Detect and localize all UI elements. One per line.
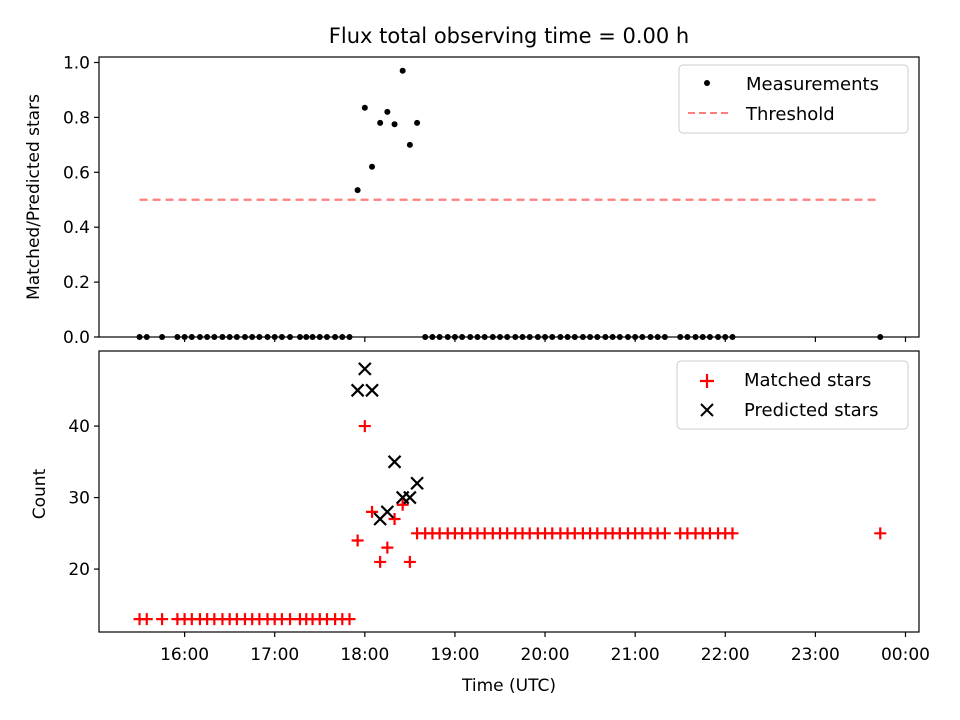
y-tick-label: 0.6 xyxy=(63,163,90,183)
y-tick-label: 40 xyxy=(68,417,90,437)
matched-star-point xyxy=(381,541,394,554)
x-tick-label: 21:00 xyxy=(611,645,660,665)
matched-star-point xyxy=(351,534,364,547)
predicted-star-point xyxy=(410,476,424,491)
predicted-star-point xyxy=(365,383,379,398)
matched-star-point xyxy=(140,613,153,626)
chart-title: Flux total observing time = 0.00 h xyxy=(329,24,689,48)
x-tick-label: 22:00 xyxy=(701,645,750,665)
x-tick-label: 00:00 xyxy=(881,645,930,665)
matched-star-point xyxy=(343,613,356,626)
matched-star-point xyxy=(726,527,739,540)
predicted-legend-label: Predicted stars xyxy=(744,400,878,421)
x-tick-label: 18:00 xyxy=(340,645,389,665)
matched-star-point xyxy=(874,527,887,540)
matched-star-point xyxy=(366,505,379,518)
matched-legend-label: Matched stars xyxy=(744,370,871,391)
measurements-legend-label: Measurements xyxy=(746,74,879,95)
threshold-legend-label: Threshold xyxy=(745,104,835,125)
count-y-axis-label: Count xyxy=(30,468,50,519)
y-tick-label: 0.4 xyxy=(63,218,90,238)
y-tick-label: 0.2 xyxy=(63,273,90,293)
matched-star-point xyxy=(388,513,401,526)
measurement-point xyxy=(406,141,413,148)
x-tick-label: 20:00 xyxy=(521,645,570,665)
measurement-point xyxy=(391,121,398,128)
x-tick-label: 23:00 xyxy=(791,645,840,665)
count-legend-box xyxy=(676,360,909,430)
predicted-star-point xyxy=(380,505,395,519)
count-axes-frame xyxy=(98,350,920,633)
count-panel: Count Time (UTC) Matched stars Predicted… xyxy=(30,350,930,696)
y-tick-label: 30 xyxy=(68,489,90,509)
ratio-legend: Measurements Threshold xyxy=(678,64,909,134)
x-tick-label: 19:00 xyxy=(430,645,479,665)
ratio-y-axis-label: Matched/Predicted stars xyxy=(24,94,44,300)
y-tick-label: 1.0 xyxy=(63,53,90,73)
matched-legend-marker xyxy=(700,374,714,388)
predicted-star-point xyxy=(387,455,402,469)
y-tick-label: 0.0 xyxy=(63,328,90,348)
matched-star-point xyxy=(374,555,387,568)
x-axis-label: Time (UTC) xyxy=(461,676,556,696)
ratio-axes-frame xyxy=(98,56,920,338)
predicted-star-point xyxy=(403,490,417,505)
count-plot-area xyxy=(133,362,887,626)
measurement-point xyxy=(377,119,384,126)
y-tick-label: 20 xyxy=(68,560,90,580)
predicted-legend-marker xyxy=(700,403,714,417)
measurement-point xyxy=(369,163,376,170)
measurement-point xyxy=(361,104,368,111)
measurement-point xyxy=(399,67,406,74)
ratio-panel: Flux total observing time = 0.00 h Match… xyxy=(24,24,920,348)
y-tick-label: 0.8 xyxy=(63,108,90,128)
matched-star-point xyxy=(396,498,409,511)
measurement-point xyxy=(414,119,421,126)
count-legend: Matched stars Predicted stars xyxy=(676,360,909,430)
measurement-point xyxy=(354,187,361,194)
ratio-legend-box xyxy=(678,64,909,134)
matched-star-point xyxy=(358,420,371,433)
matched-star-point xyxy=(403,555,416,568)
predicted-star-point xyxy=(358,362,372,376)
x-tick-label: 16:00 xyxy=(160,645,209,665)
predicted-star-point xyxy=(350,383,365,398)
matched-star-point xyxy=(156,613,169,626)
x-tick-label: 17:00 xyxy=(250,645,299,665)
matched-star-point xyxy=(658,527,671,540)
measurement-point xyxy=(384,108,391,115)
measurements-legend-marker xyxy=(704,80,710,86)
